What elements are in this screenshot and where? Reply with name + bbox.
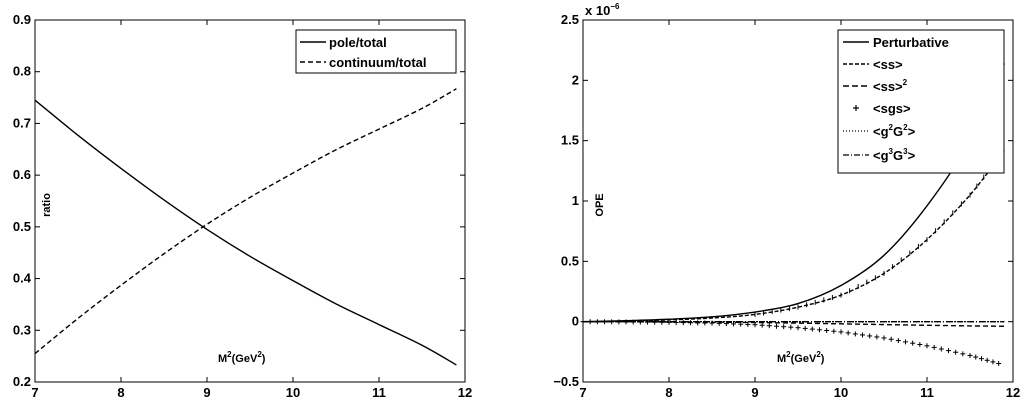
legend-label-ss2: <ss>2 — [873, 78, 908, 94]
ope-chart: 7 8 9 10 11 12 −0.5 0 0.5 1 1.5 2 2.5 x 10−6 OPE M2(… — [553, 2, 1020, 400]
y-tick-label: 1 — [572, 193, 579, 208]
legend-label-g2g2: <g2G2> — [873, 123, 916, 139]
series-line-0 — [582, 63, 1006, 323]
y-tick-label: −0.5 — [553, 374, 579, 389]
legend-label-pole: pole/total — [329, 35, 387, 50]
y-tick-label: 0.9 — [13, 12, 31, 27]
x-tick-label: 11 — [372, 385, 386, 400]
y-tick-label: 0.5 — [561, 253, 579, 268]
y-tick-label: 0.4 — [13, 271, 32, 286]
x-tick-label: 7 — [579, 385, 586, 400]
x-tick-label: 9 — [203, 385, 210, 400]
y-tick-label: 0.3 — [13, 322, 31, 337]
y-tick-label: 2 — [572, 72, 579, 87]
y-tick-label: 1.5 — [561, 133, 579, 148]
y-tick-label: 0.7 — [13, 115, 31, 130]
legend-box — [295, 29, 457, 74]
series-line-1 — [582, 149, 1005, 323]
x-tick-label: 9 — [751, 385, 758, 400]
legend-label-sgs: <sgs> — [873, 101, 911, 116]
y-tick-label: 0 — [572, 314, 579, 329]
x-tick-label: 7 — [31, 385, 38, 400]
legend-label-continuum: continuum/total — [329, 55, 427, 70]
y-axis-label: OPE — [594, 193, 606, 216]
legend-label-ss: <ss> — [873, 57, 903, 72]
legend-label-perturbative: Perturbative — [873, 35, 949, 50]
legend: Perturbative <ss> <ss>2 <sgs> <g2G2> <g3… — [837, 29, 1005, 174]
y-tick-label: 0.5 — [13, 219, 31, 234]
y-tick-label: 0.8 — [13, 64, 31, 79]
x-tick-label: 12 — [458, 385, 472, 400]
x-tick-label: 12 — [1006, 385, 1020, 400]
x-tick-label: 10 — [286, 385, 300, 400]
plot-area-frame — [34, 19, 466, 383]
legend-swatch-sgs — [853, 105, 859, 111]
legend-box — [837, 29, 1005, 174]
x-tick-label: 11 — [920, 385, 934, 400]
y-tick-label: 0.6 — [13, 167, 31, 182]
series-line-1 — [34, 88, 457, 355]
x-axis-label: M2(GeV2) — [218, 350, 266, 365]
x-tick-label: 10 — [834, 385, 848, 400]
x-tick-label: 8 — [665, 385, 672, 400]
y-tick-label: 2.5 — [561, 12, 579, 27]
x-tick-label: 8 — [117, 385, 124, 400]
x-axis-label: M2(GeV2) — [777, 350, 825, 365]
series-line-3 — [580, 319, 1002, 366]
legend-label-g3g3: <g3G3> — [873, 147, 916, 163]
legend: pole/total continuum/total — [295, 29, 457, 74]
y-tick-label: 0.2 — [13, 374, 31, 389]
ratio-chart: 7 8 9 10 11 120.20.30.40.50.60.70.80.9 ratio … — [13, 12, 472, 400]
y-scale-multiplier: x 10−6 — [585, 2, 620, 18]
y-axis-label: ratio — [41, 193, 53, 217]
series-line-0 — [34, 99, 457, 366]
